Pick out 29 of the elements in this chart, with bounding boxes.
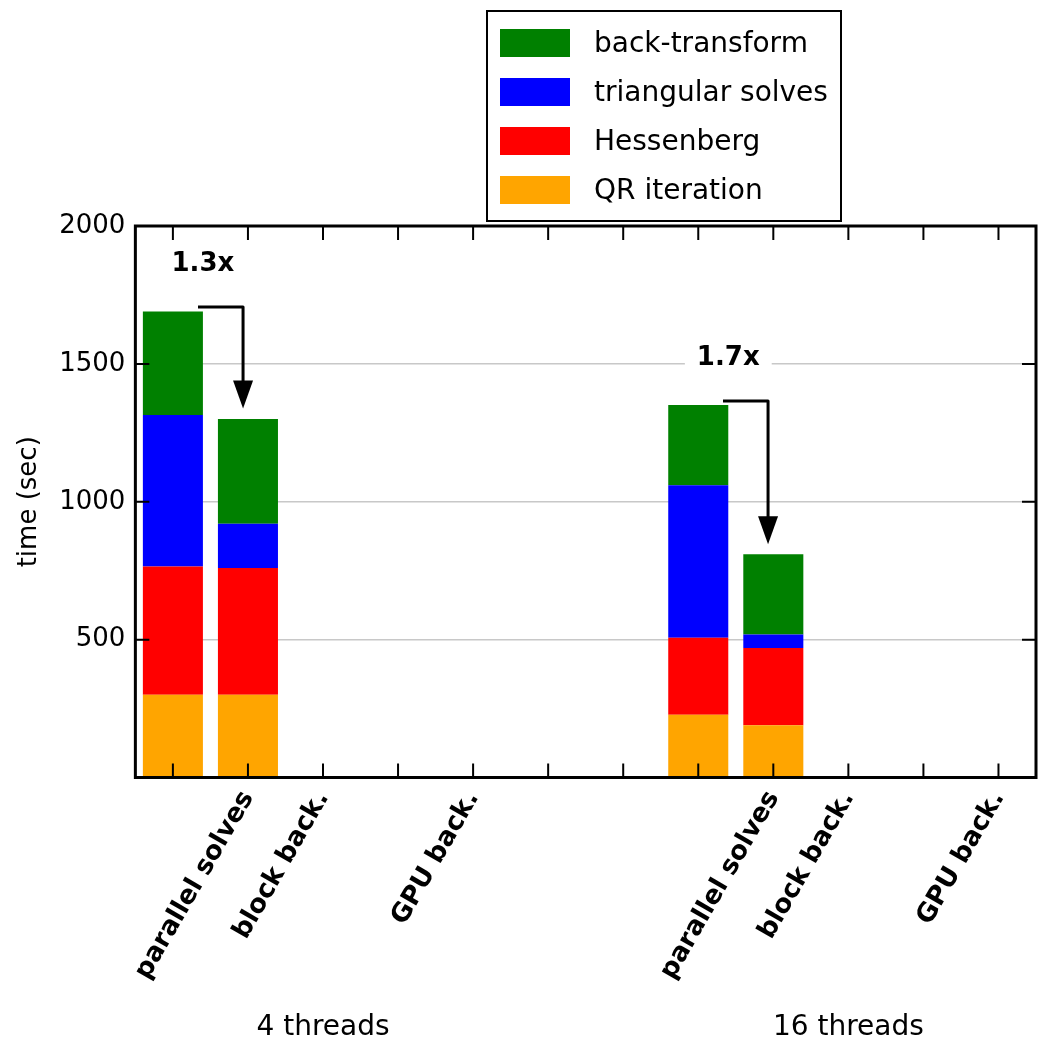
annotation: 1.7x xyxy=(696,340,760,371)
legend-label: triangular solves xyxy=(594,75,828,108)
bar xyxy=(743,725,804,777)
bar xyxy=(668,637,729,715)
bar xyxy=(142,694,203,777)
bar xyxy=(217,419,278,524)
bar xyxy=(142,566,203,695)
y-tick-label: 500 xyxy=(75,622,126,653)
y-tick-label: 1500 xyxy=(59,346,126,377)
bar xyxy=(668,404,729,486)
bar xyxy=(217,567,278,695)
bar xyxy=(668,714,729,777)
annotation: 1.3x xyxy=(171,247,235,278)
legend-label: back-transform xyxy=(594,26,808,59)
y-axis-title: time (sec) xyxy=(12,436,43,568)
bar xyxy=(668,485,729,638)
bar xyxy=(743,554,804,635)
bar xyxy=(217,523,278,568)
y-tick-label: 1000 xyxy=(59,484,126,515)
bar xyxy=(743,634,804,648)
bar xyxy=(743,647,804,726)
text: 4 threads xyxy=(256,1009,390,1041)
legend-label: Hessenberg xyxy=(594,124,761,157)
bar xyxy=(142,414,203,567)
text: 16 threads xyxy=(772,1009,924,1041)
legend-label: QR iteration xyxy=(594,173,763,206)
bar xyxy=(217,694,278,777)
bar xyxy=(142,311,203,415)
y-tick-label: 2000 xyxy=(59,208,126,239)
